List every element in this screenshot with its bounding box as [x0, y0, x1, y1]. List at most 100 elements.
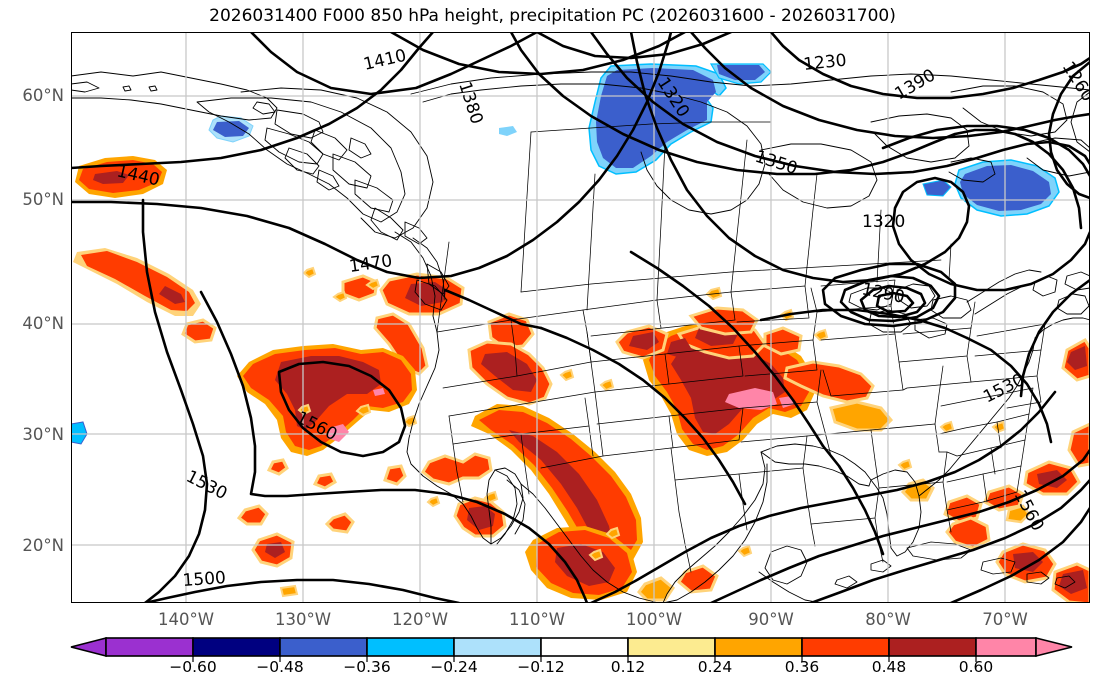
colorbar-tick-label-7: 0.36 [784, 658, 820, 676]
contour-join-1 [443, 288, 543, 330]
shade-pos-2c [159, 286, 185, 304]
contour-1530-right [589, 390, 1057, 603]
shade-pos-21c [671, 336, 785, 434]
shade-pos-14 [421, 452, 493, 486]
colorbar-cell-1[interactable] [192, 637, 281, 657]
shade-pos-31b [1067, 346, 1087, 370]
colorbar-tick-label-9: 0.60 [958, 658, 994, 676]
shade-pos-28 [829, 400, 894, 432]
x-tick-label-90w: 90°W [748, 610, 794, 629]
shade-pos-37b [1013, 552, 1043, 572]
contour-1290-ring2 [859, 284, 927, 319]
contour-1350 [509, 32, 1083, 230]
shade-pos-16b [467, 506, 495, 530]
contour-1440 [71, 32, 435, 170]
x-tick-label-70w: 70°W [982, 610, 1028, 629]
shade-pos-40 [637, 576, 675, 602]
colorbar-tick-label-5: 0.12 [610, 658, 646, 676]
shade-pos-21d [725, 388, 777, 410]
x-tick-label-140w: 140°W [157, 610, 215, 629]
shade-pos-19c [509, 430, 613, 550]
shade-pos-24 [763, 326, 803, 356]
svg-text:1500: 1500 [182, 568, 227, 591]
colorbar-cell-5[interactable] [540, 637, 629, 657]
contour-1560-right [709, 448, 1090, 603]
colorbar-tick-label-0: −0.60 [169, 658, 217, 676]
colorbar-cell-10[interactable] [975, 637, 1037, 657]
svg-text:1230: 1230 [802, 51, 847, 75]
shade-neg-5 [922, 179, 952, 197]
colorbar-cell-9[interactable] [888, 637, 977, 657]
colorbar-cell-3[interactable] [366, 637, 455, 657]
x-tick-label-110w: 110°W [508, 610, 566, 629]
contour-1320-low [629, 32, 1090, 292]
colorbar-cell-2[interactable] [279, 637, 368, 657]
height-contours-layer [71, 32, 1090, 603]
colorbar-cell-6[interactable] [627, 637, 716, 657]
y-tick-label-40n: 40°N [22, 314, 64, 333]
colorbar-cell-0[interactable] [105, 637, 194, 657]
shade-pos-35 [943, 494, 983, 524]
contour-1590 [809, 478, 1090, 603]
contour-1260-right [1047, 60, 1090, 200]
colorbar-extend-max[interactable] [1035, 636, 1073, 658]
shade-pos-8 [266, 458, 289, 476]
colorbar-tick-label-2: −0.36 [343, 658, 391, 676]
shade-pos-26b [629, 332, 659, 350]
shade-pos-15 [383, 464, 407, 486]
shade-pos-11 [236, 504, 269, 526]
colorbar-tick-label-1: −0.48 [256, 658, 304, 676]
colorbar-cell-4[interactable] [453, 637, 542, 657]
colorbar-tick-label-6: 0.24 [697, 658, 733, 676]
shade-pos-33b [1037, 470, 1067, 488]
positive-anomaly-regions [73, 156, 1090, 603]
shade-pos-34 [983, 484, 1025, 512]
contour-1500-bottom [143, 578, 461, 603]
contour-1230 [769, 32, 1090, 100]
shade-pos-13 [279, 584, 299, 598]
colorbar-tick-label-3: −0.24 [430, 658, 478, 676]
contour-1390 [881, 124, 1090, 178]
colorbar-cell-8[interactable] [801, 637, 890, 657]
shade-pos-6 [373, 312, 429, 376]
shade-pos-39 [677, 564, 719, 594]
colorbar-extend-min[interactable] [70, 636, 107, 658]
contour-1380 [389, 32, 687, 76]
shade-neg-3b [717, 65, 765, 80]
contour-mid-trough-3 [821, 444, 885, 556]
contour-label: 1230 [802, 51, 847, 75]
contour-extra-1 [949, 506, 1090, 603]
shade-pos-12b [265, 542, 285, 558]
x-tick-label-120w: 120°W [391, 610, 449, 629]
contour-mid-trough-2 [539, 326, 747, 506]
colorbar[interactable]: −0.60 −0.48 −0.36 −0.24 −0.12 0.12 0.24 … [0, 636, 1105, 698]
contour-label: 1320 [862, 212, 905, 232]
shade-pos-7d [327, 424, 349, 442]
shade-pos-3 [181, 318, 217, 344]
shade-pos-36 [945, 516, 991, 550]
gridlines-layer [71, 32, 1090, 603]
shade-pos-9 [312, 472, 337, 490]
contour-1560-ring [277, 360, 407, 458]
colorbar-tick-label-8: 0.48 [871, 658, 907, 676]
shade-pos-27 [783, 360, 875, 404]
contour-1530-left [199, 290, 589, 603]
page-title: 2026031400 F000 850 hPa height, precipit… [209, 6, 896, 26]
shade-neg-7 [499, 126, 517, 136]
contour-1410-a [249, 32, 539, 96]
colorbar-cell-7[interactable] [714, 637, 803, 657]
map-plot-area[interactable]: 1410 1380 1320 1230 1260 1390 1350 1320 … [71, 32, 1090, 603]
y-tick-label-60n: 60°N [22, 86, 64, 105]
contour-1470 [71, 32, 673, 280]
contour-low-trough [759, 308, 969, 340]
svg-text:1320: 1320 [862, 212, 905, 232]
precip-shading-layer [71, 63, 1090, 603]
contour-1290-top [689, 32, 1090, 140]
shade-pos-18b [481, 352, 537, 392]
colorbar-tick-label-4: −0.12 [517, 658, 565, 676]
x-tick-label-80w: 80°W [865, 610, 911, 629]
shade-pos-38b [1059, 570, 1087, 594]
x-tick-label-100w: 100°W [625, 610, 683, 629]
x-tick-label-130w: 130°W [274, 610, 332, 629]
colorbar-ticks [192, 656, 977, 662]
